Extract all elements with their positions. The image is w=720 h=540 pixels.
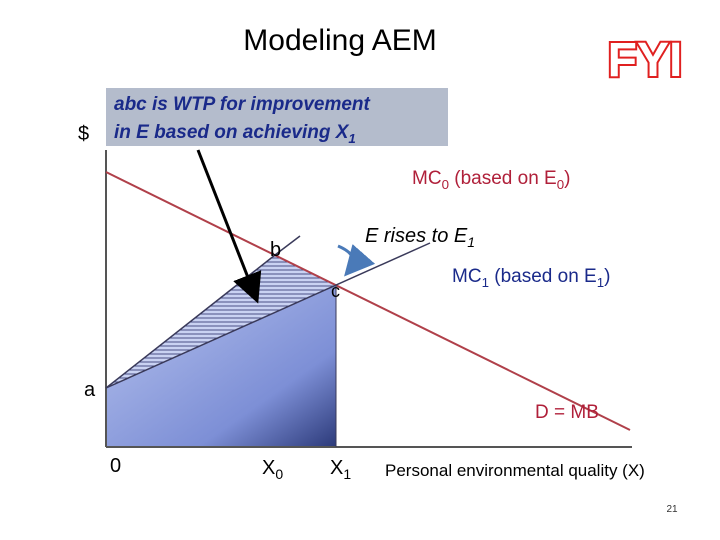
abc-triangle bbox=[106, 255, 336, 388]
callout-line1: abc is WTP for improvement bbox=[114, 94, 371, 115]
x1-label: X1 bbox=[330, 457, 351, 482]
shift-arrow bbox=[337, 244, 376, 277]
x0-label: X0 bbox=[262, 457, 283, 482]
y-axis-label: $ bbox=[78, 123, 89, 145]
callout-box bbox=[106, 88, 448, 146]
demand-label: D = MB bbox=[535, 402, 599, 423]
callout-arrow bbox=[196, 149, 262, 304]
origin-label: 0 bbox=[110, 455, 121, 477]
point-c: c bbox=[331, 281, 340, 301]
demand-line bbox=[105, 171, 631, 431]
mc1-label: MC1 (based on E1) bbox=[452, 266, 610, 290]
page-number: 21 bbox=[666, 504, 678, 515]
x-axis-label: Personal environmental quality (X) bbox=[385, 461, 645, 480]
point-b: b bbox=[270, 239, 281, 261]
mc1-line bbox=[105, 242, 431, 389]
callout-line2: in E based on achieving X1 bbox=[114, 122, 356, 146]
mc0-label: MC0 (based on E0) bbox=[412, 168, 570, 192]
point-a: a bbox=[84, 379, 96, 401]
mc0-line bbox=[274, 235, 301, 256]
wtp-area bbox=[106, 285, 336, 447]
fyi-badge: FYI bbox=[608, 34, 683, 87]
title: Modeling AEM bbox=[243, 24, 436, 57]
shift-label: E rises to E1 bbox=[365, 225, 475, 250]
